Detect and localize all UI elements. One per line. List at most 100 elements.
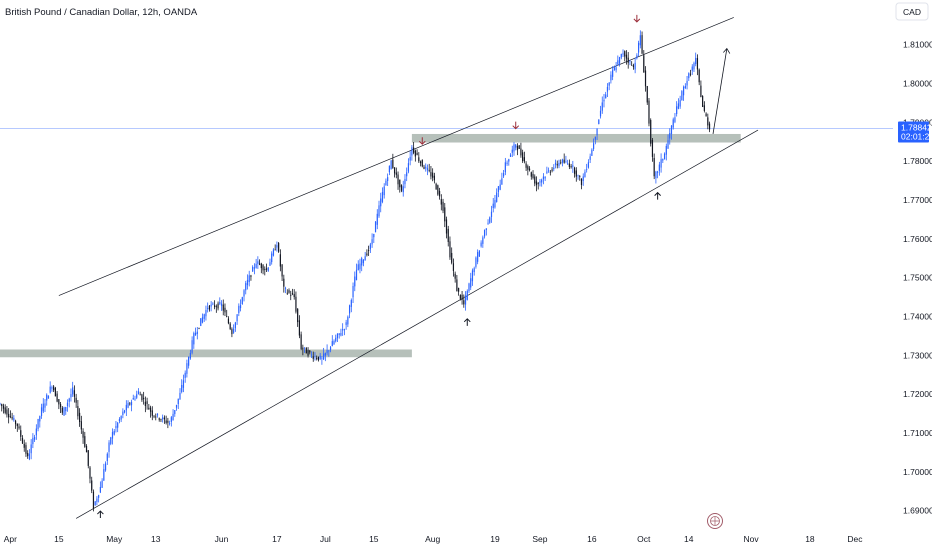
tradingview-logo-icon[interactable] (707, 513, 723, 529)
candle-body (110, 437, 112, 444)
candle-body (172, 413, 174, 421)
zone (0, 349, 412, 358)
price-axis[interactable]: 1.810001.800001.790001.780001.770001.760… (893, 0, 932, 550)
candle-body (473, 268, 475, 273)
candle-body (182, 380, 185, 388)
candle-body (362, 259, 365, 264)
candle-body (59, 404, 62, 408)
candle-body (291, 293, 294, 295)
candle-body (295, 296, 297, 312)
arrow-down-icon (512, 121, 520, 130)
candle-body (544, 176, 546, 179)
candle-body (618, 57, 621, 64)
support-resistance-zones[interactable] (0, 133, 741, 358)
candle-body (599, 110, 602, 117)
candle-body (506, 162, 508, 164)
candle-body (509, 154, 512, 157)
arrow-down-icon (418, 137, 426, 145)
candle-body (554, 162, 557, 165)
candle-body (348, 305, 351, 314)
candle-body (146, 401, 148, 404)
candle-body (34, 436, 36, 440)
candle-body (342, 329, 344, 331)
candle-body (646, 86, 648, 103)
candle-body (222, 304, 224, 311)
price-axis-bg (893, 0, 932, 550)
candle-body (558, 162, 560, 166)
currency-button-bg (895, 2, 929, 21)
candle-body (174, 410, 176, 415)
candle-body (387, 177, 389, 181)
time-axis[interactable]: Apr 15 May 13 Jun 17 Jul 15 Aug 19 Sep 16 Oct 14 Nov 18… (0, 532, 893, 550)
candle-body (21, 437, 24, 444)
candle-body (672, 119, 674, 128)
candle-body (399, 179, 401, 188)
candle-body (231, 329, 233, 335)
candle-body (248, 275, 250, 283)
candle-body (393, 167, 396, 174)
candle-body (471, 270, 474, 282)
candle-body (28, 453, 31, 460)
candle-body (274, 249, 276, 251)
candle-body (567, 163, 569, 165)
candle-body (430, 172, 432, 177)
candle-body (376, 213, 378, 225)
candle-body (234, 322, 236, 329)
candle-body (606, 86, 609, 92)
candle-body (170, 417, 172, 422)
candle-body (631, 64, 633, 66)
candle-body (331, 341, 333, 347)
candle-body (196, 331, 198, 334)
candle-body (4, 407, 6, 413)
candle-body (622, 53, 624, 55)
candle-body (115, 425, 117, 429)
candle-body (589, 156, 591, 160)
candle-body (612, 70, 614, 77)
candle-body (449, 241, 451, 258)
candle-body (359, 263, 361, 270)
trend-channel[interactable] (58, 17, 759, 519)
x-tick-label: 17 (272, 534, 282, 544)
candle-body (537, 183, 539, 184)
candle-body (575, 170, 577, 177)
arrow-down-icon (633, 14, 641, 23)
candle-body (670, 125, 673, 134)
last-price-value: 1.78842 (901, 122, 932, 132)
symbol-title: British Pound / Canadian Dollar, 12h, OA… (5, 7, 198, 18)
candle-body (525, 163, 527, 168)
candle-body (413, 147, 415, 153)
candle-body (350, 300, 352, 307)
y-tick-label: 1.70000 (903, 467, 932, 477)
candle-body (364, 256, 366, 261)
candle-body (212, 303, 214, 305)
candle-body (193, 333, 195, 345)
zone (411, 133, 741, 143)
candle-body (696, 58, 699, 70)
y-tick-label: 1.69000 (903, 506, 932, 516)
candle-body (243, 290, 245, 297)
candle-body (37, 418, 39, 429)
candle-body (426, 168, 429, 171)
candle-body (573, 167, 576, 174)
x-tick-label: 15 (54, 534, 64, 544)
candle-body (340, 333, 342, 336)
arrow-up-icon (97, 510, 104, 519)
candle-body (459, 294, 461, 299)
candle-body (689, 73, 692, 75)
candle-body (317, 356, 320, 361)
projection-arrow-line (712, 48, 728, 135)
candle-body (456, 279, 458, 292)
candle-body (561, 159, 564, 163)
candle-body (175, 404, 178, 408)
candle-body (582, 176, 584, 181)
candle-body (503, 173, 505, 177)
candle-body (477, 252, 479, 262)
candle-body (601, 102, 603, 111)
candle-body (194, 332, 197, 336)
x-tick-label: 16 (587, 534, 597, 544)
currency-button[interactable]: CAD (895, 2, 929, 21)
candle-body (669, 133, 671, 139)
candle-body (328, 350, 330, 352)
candle-body (58, 399, 60, 405)
